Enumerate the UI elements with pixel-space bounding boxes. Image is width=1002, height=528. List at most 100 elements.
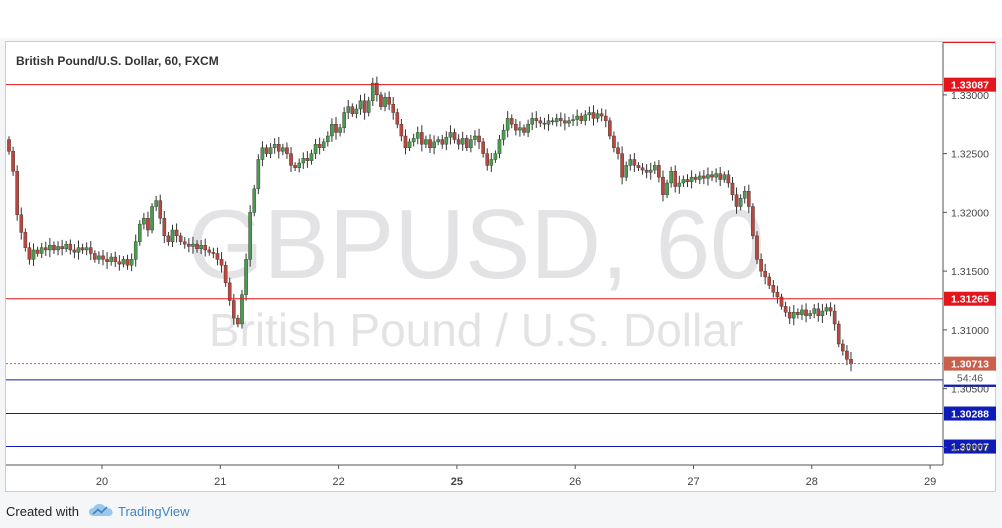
candle-body — [464, 138, 469, 148]
candle — [800, 304, 804, 320]
candle-body — [268, 147, 273, 154]
candle — [129, 253, 134, 272]
candle-body — [669, 171, 673, 184]
candle — [150, 203, 154, 234]
candle-body — [452, 132, 457, 140]
candle-body — [366, 100, 371, 113]
candle-body — [215, 253, 220, 260]
candle — [407, 138, 412, 152]
candle-body — [146, 218, 150, 231]
candle-body — [522, 127, 526, 133]
price-axis[interactable]: 1.30000 1.30500 1.31000 1.31500 1.32000 1.325… — [942, 42, 989, 465]
candle — [313, 138, 318, 159]
candle-body — [473, 135, 477, 140]
candle-body — [219, 259, 224, 266]
candle — [509, 114, 514, 129]
candle — [767, 273, 772, 290]
candle-body — [824, 307, 829, 312]
candle — [48, 238, 52, 258]
candle-body — [52, 245, 56, 251]
chart-title: British Pound/U.S. Dollar, 60, FXCM — [16, 54, 219, 68]
candle — [93, 250, 97, 263]
candle-body — [538, 120, 543, 124]
tradingview-cloud-icon[interactable] — [88, 502, 114, 518]
candle-body — [636, 165, 641, 168]
candle — [816, 302, 821, 322]
candle-body — [460, 138, 465, 145]
candle-body — [620, 153, 624, 178]
candle-body — [72, 249, 77, 253]
candle — [293, 162, 297, 172]
candle — [616, 141, 620, 160]
candle-body — [334, 124, 338, 133]
candle — [23, 228, 28, 252]
time-axis[interactable]: 20 21 22 25 26 27 28 29 — [6, 464, 943, 488]
candle-body — [571, 119, 575, 121]
price-tick-label: 1.31500 — [951, 266, 989, 278]
candle — [366, 96, 371, 117]
candle — [796, 308, 800, 319]
candle-body — [706, 174, 710, 179]
candle — [387, 91, 391, 111]
candle-body — [624, 165, 628, 178]
candle — [689, 170, 694, 189]
candle-body — [477, 135, 481, 143]
candle-body — [301, 158, 306, 164]
candle — [518, 121, 522, 137]
candle — [726, 170, 731, 188]
candle — [505, 111, 510, 138]
tradingview-brand-link[interactable]: TradingView — [118, 504, 190, 519]
candle — [289, 147, 293, 172]
candle — [330, 118, 334, 142]
candle-body — [787, 312, 792, 319]
candle — [693, 173, 698, 183]
candle-body — [84, 247, 89, 251]
candle-body — [289, 153, 293, 166]
candle-body — [497, 139, 502, 154]
candle — [121, 256, 126, 268]
candle-body — [191, 243, 195, 247]
candle — [608, 117, 612, 140]
candle-body — [240, 294, 244, 325]
candle-body — [612, 135, 616, 148]
candle-body — [747, 191, 751, 207]
chart-frame[interactable]: GBPUSD, 60 British Pound / U.S. Dollar 1… — [5, 41, 996, 492]
candle-body — [7, 139, 11, 152]
candle — [697, 171, 702, 185]
candle — [575, 109, 579, 127]
candle-body — [68, 243, 73, 251]
candle-body — [244, 259, 248, 295]
candle — [72, 244, 77, 259]
candle — [775, 285, 780, 304]
candle — [256, 154, 261, 195]
candlestick-chart[interactable]: GBPUSD, 60 British Pound / U.S. Dollar 1… — [6, 42, 997, 493]
candle — [334, 117, 338, 140]
candle — [628, 154, 633, 171]
candle — [714, 168, 718, 183]
candle — [530, 112, 534, 131]
candle-body — [411, 138, 416, 143]
price-tick-label: 1.32000 — [951, 207, 989, 219]
candle-body — [841, 343, 845, 352]
candle-body — [207, 249, 212, 253]
candle — [657, 160, 661, 183]
candle-body — [444, 136, 449, 145]
candle-body — [56, 246, 60, 251]
candle-body — [828, 307, 833, 312]
candle-body — [796, 312, 800, 315]
candle-body — [125, 259, 130, 266]
candle-body — [326, 135, 330, 143]
candle — [276, 136, 281, 159]
candle — [236, 314, 240, 328]
candle — [244, 253, 248, 301]
time-tick-label: 29 — [924, 476, 936, 488]
candle — [146, 211, 150, 237]
candle-body — [546, 120, 551, 125]
candle-body — [456, 139, 461, 145]
candle — [109, 253, 113, 266]
candle — [379, 91, 383, 110]
candle — [787, 306, 792, 325]
candle — [440, 134, 445, 149]
candle-body — [187, 243, 191, 247]
candle-body — [599, 113, 604, 117]
